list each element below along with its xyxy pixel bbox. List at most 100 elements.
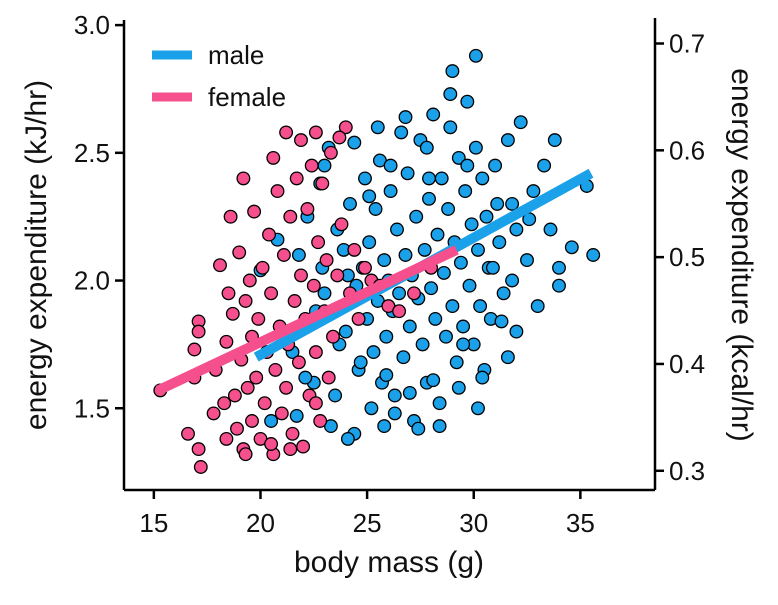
- male-point: [439, 329, 453, 344]
- male-point: [424, 281, 439, 296]
- female-point: [191, 324, 206, 339]
- x-axis-title: body mass (g): [294, 546, 484, 579]
- legend: male female: [152, 40, 286, 112]
- male-point: [398, 110, 413, 125]
- female-point: [257, 396, 272, 411]
- male-point: [436, 265, 451, 280]
- male-point: [475, 370, 490, 385]
- female-point: [294, 133, 308, 148]
- female-point: [308, 345, 323, 360]
- male-point: [387, 388, 402, 403]
- female-point: [338, 120, 353, 135]
- female-point: [268, 362, 283, 377]
- male-point: [505, 273, 520, 288]
- x-tick-label: 35: [566, 508, 595, 538]
- female-point: [308, 125, 323, 140]
- male-point: [347, 135, 362, 150]
- male-point: [298, 370, 313, 385]
- female-point: [219, 334, 234, 349]
- female-point: [255, 260, 270, 275]
- male-point: [460, 158, 475, 173]
- male-point: [500, 350, 515, 365]
- female-point: [347, 242, 362, 257]
- male-point: [471, 242, 485, 257]
- male-point: [432, 419, 447, 434]
- female-point: [407, 286, 421, 301]
- female-point: [296, 439, 311, 454]
- female-point: [315, 176, 330, 191]
- male-point: [426, 107, 441, 122]
- female-point: [334, 217, 349, 232]
- male-point: [479, 209, 494, 224]
- y-tick-label-right: 0.7: [669, 29, 705, 59]
- female-point: [294, 268, 308, 283]
- female-point: [264, 286, 279, 301]
- male-point: [475, 171, 490, 186]
- male-point: [422, 171, 436, 186]
- male-point: [441, 202, 456, 216]
- female-point: [285, 426, 300, 441]
- ticks-layer: 15 20 25 30 35 1.5 2.0 2.5 3.0 0.3 0.4 0.5 0.6 0.7: [74, 10, 705, 538]
- male-point: [394, 125, 409, 140]
- male-point: [368, 202, 383, 216]
- male-point: [505, 196, 520, 211]
- male-point: [358, 171, 372, 186]
- male-point: [338, 324, 353, 339]
- male-point: [430, 227, 445, 242]
- male-point: [328, 388, 343, 403]
- male-point: [364, 401, 379, 416]
- male-point: [370, 120, 385, 135]
- male-point: [445, 299, 460, 314]
- female-point: [227, 388, 242, 403]
- female-point: [181, 426, 195, 441]
- male-point: [485, 260, 500, 275]
- male-point: [456, 337, 471, 352]
- male-point: [434, 171, 449, 186]
- female-point: [358, 260, 372, 275]
- female-point: [313, 414, 328, 428]
- male-point: [537, 158, 552, 173]
- female-point: [326, 329, 340, 344]
- male-point: [415, 337, 430, 352]
- female-point: [193, 460, 208, 474]
- male-point: [428, 311, 443, 326]
- male-point: [443, 87, 458, 102]
- male-point: [291, 248, 306, 262]
- male-point: [453, 255, 468, 270]
- male-point: [494, 314, 509, 329]
- male-point: [547, 133, 562, 148]
- male-point: [443, 120, 458, 135]
- male-point: [383, 184, 398, 199]
- male-point: [383, 158, 398, 173]
- female-point: [245, 414, 259, 428]
- male-point: [462, 278, 477, 293]
- male-point: [473, 299, 488, 314]
- female-point: [223, 209, 238, 224]
- female-point: [311, 235, 326, 250]
- male-point: [390, 222, 404, 237]
- female-fit-line: [155, 245, 459, 395]
- male-point: [422, 191, 436, 206]
- male-point: [402, 385, 417, 400]
- male-point: [343, 196, 357, 211]
- female-point: [283, 209, 298, 224]
- points-layer: [153, 48, 601, 474]
- female-point: [351, 311, 366, 326]
- female-point: [230, 421, 244, 436]
- male-point: [543, 222, 558, 237]
- male-point: [289, 408, 304, 423]
- male-point: [392, 286, 407, 301]
- male-point: [468, 48, 483, 63]
- male-point: [530, 299, 545, 314]
- female-point: [283, 442, 298, 457]
- female-point: [319, 253, 334, 268]
- male-point: [586, 248, 601, 262]
- female-point: [232, 245, 247, 260]
- female-point: [213, 258, 227, 273]
- male-point: [526, 184, 541, 199]
- male-point: [426, 373, 441, 388]
- female-point: [300, 202, 315, 216]
- male-point: [509, 222, 524, 237]
- y-tick-label-right: 0.5: [669, 242, 705, 272]
